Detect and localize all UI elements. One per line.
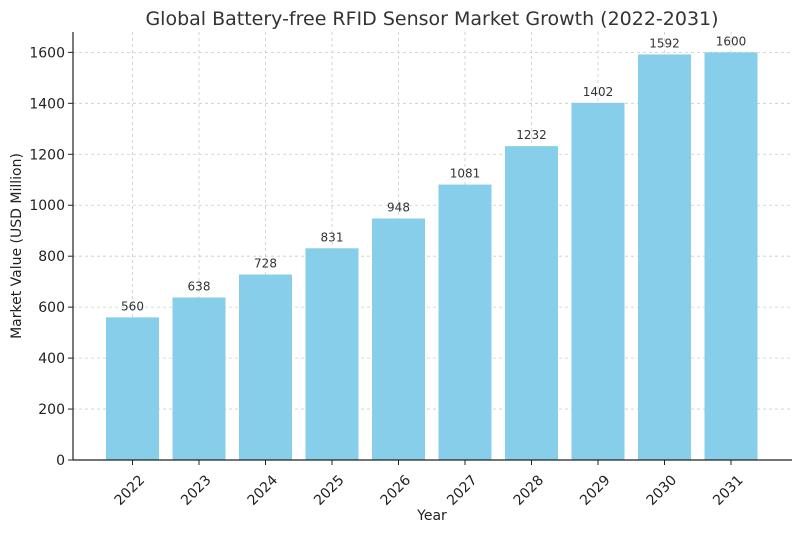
- bar-2027: [438, 184, 492, 460]
- x-tick-layer: 2022 2023 2024 2025 2026 2027 2028 2029 2030 2031: [112, 460, 747, 509]
- x-tick-label: 2025: [311, 472, 348, 509]
- y-tick-label: 600: [38, 300, 65, 316]
- y-axis-label: Market Value (USD Million): [9, 153, 25, 339]
- y-tick-layer: 0 200 400 600 800 1000 1200 1400 1600: [29, 45, 73, 469]
- y-tick-label: 1400: [29, 96, 65, 112]
- data-label-2030: 1592: [649, 36, 680, 50]
- x-tick-label: 2023: [178, 472, 215, 509]
- data-label-2026: 948: [387, 200, 410, 214]
- data-label-2029: 1402: [583, 85, 614, 99]
- y-tick-label: 1600: [29, 45, 65, 61]
- y-tick-label: 0: [56, 453, 65, 469]
- x-tick-label: 2031: [710, 472, 747, 509]
- data-label-2028: 1232: [516, 128, 547, 142]
- data-label-2023: 638: [188, 279, 211, 293]
- data-label-2031: 1600: [716, 34, 747, 48]
- data-label-2022: 560: [121, 299, 144, 313]
- data-label-2027: 1081: [450, 167, 481, 181]
- bar-2026: [372, 218, 425, 460]
- chart-title: Global Battery-free RFID Sensor Market G…: [145, 8, 718, 30]
- y-tick-label: 1000: [29, 198, 65, 214]
- bar-2029: [571, 102, 625, 461]
- y-tick-label: 800: [38, 249, 65, 265]
- y-tick-label: 1200: [29, 147, 65, 163]
- x-tick-label: 2028: [511, 472, 548, 509]
- data-label-2025: 831: [321, 230, 344, 244]
- x-axis-label: Year: [416, 508, 447, 524]
- bar-2023: [172, 297, 226, 460]
- data-label-layer: 560 638 728 831 948 1081 1232 1402 1592 1600: [121, 34, 746, 313]
- bar-2028: [505, 146, 558, 460]
- x-tick-label: 2030: [644, 472, 681, 509]
- bar-2024: [239, 274, 292, 460]
- y-tick-label: 200: [38, 402, 65, 418]
- x-tick-label: 2029: [577, 472, 614, 509]
- bar-2030: [638, 54, 691, 461]
- bar-layer: [106, 52, 758, 461]
- x-tick-label: 2024: [245, 472, 282, 509]
- bar-2025: [305, 248, 359, 460]
- x-tick-label: 2026: [378, 472, 415, 509]
- data-label-2024: 728: [254, 257, 277, 271]
- bar-2031: [704, 52, 758, 460]
- bar-2022: [106, 317, 159, 460]
- x-tick-label: 2022: [112, 472, 149, 509]
- x-tick-label: 2027: [444, 472, 481, 509]
- y-tick-label: 400: [38, 351, 65, 367]
